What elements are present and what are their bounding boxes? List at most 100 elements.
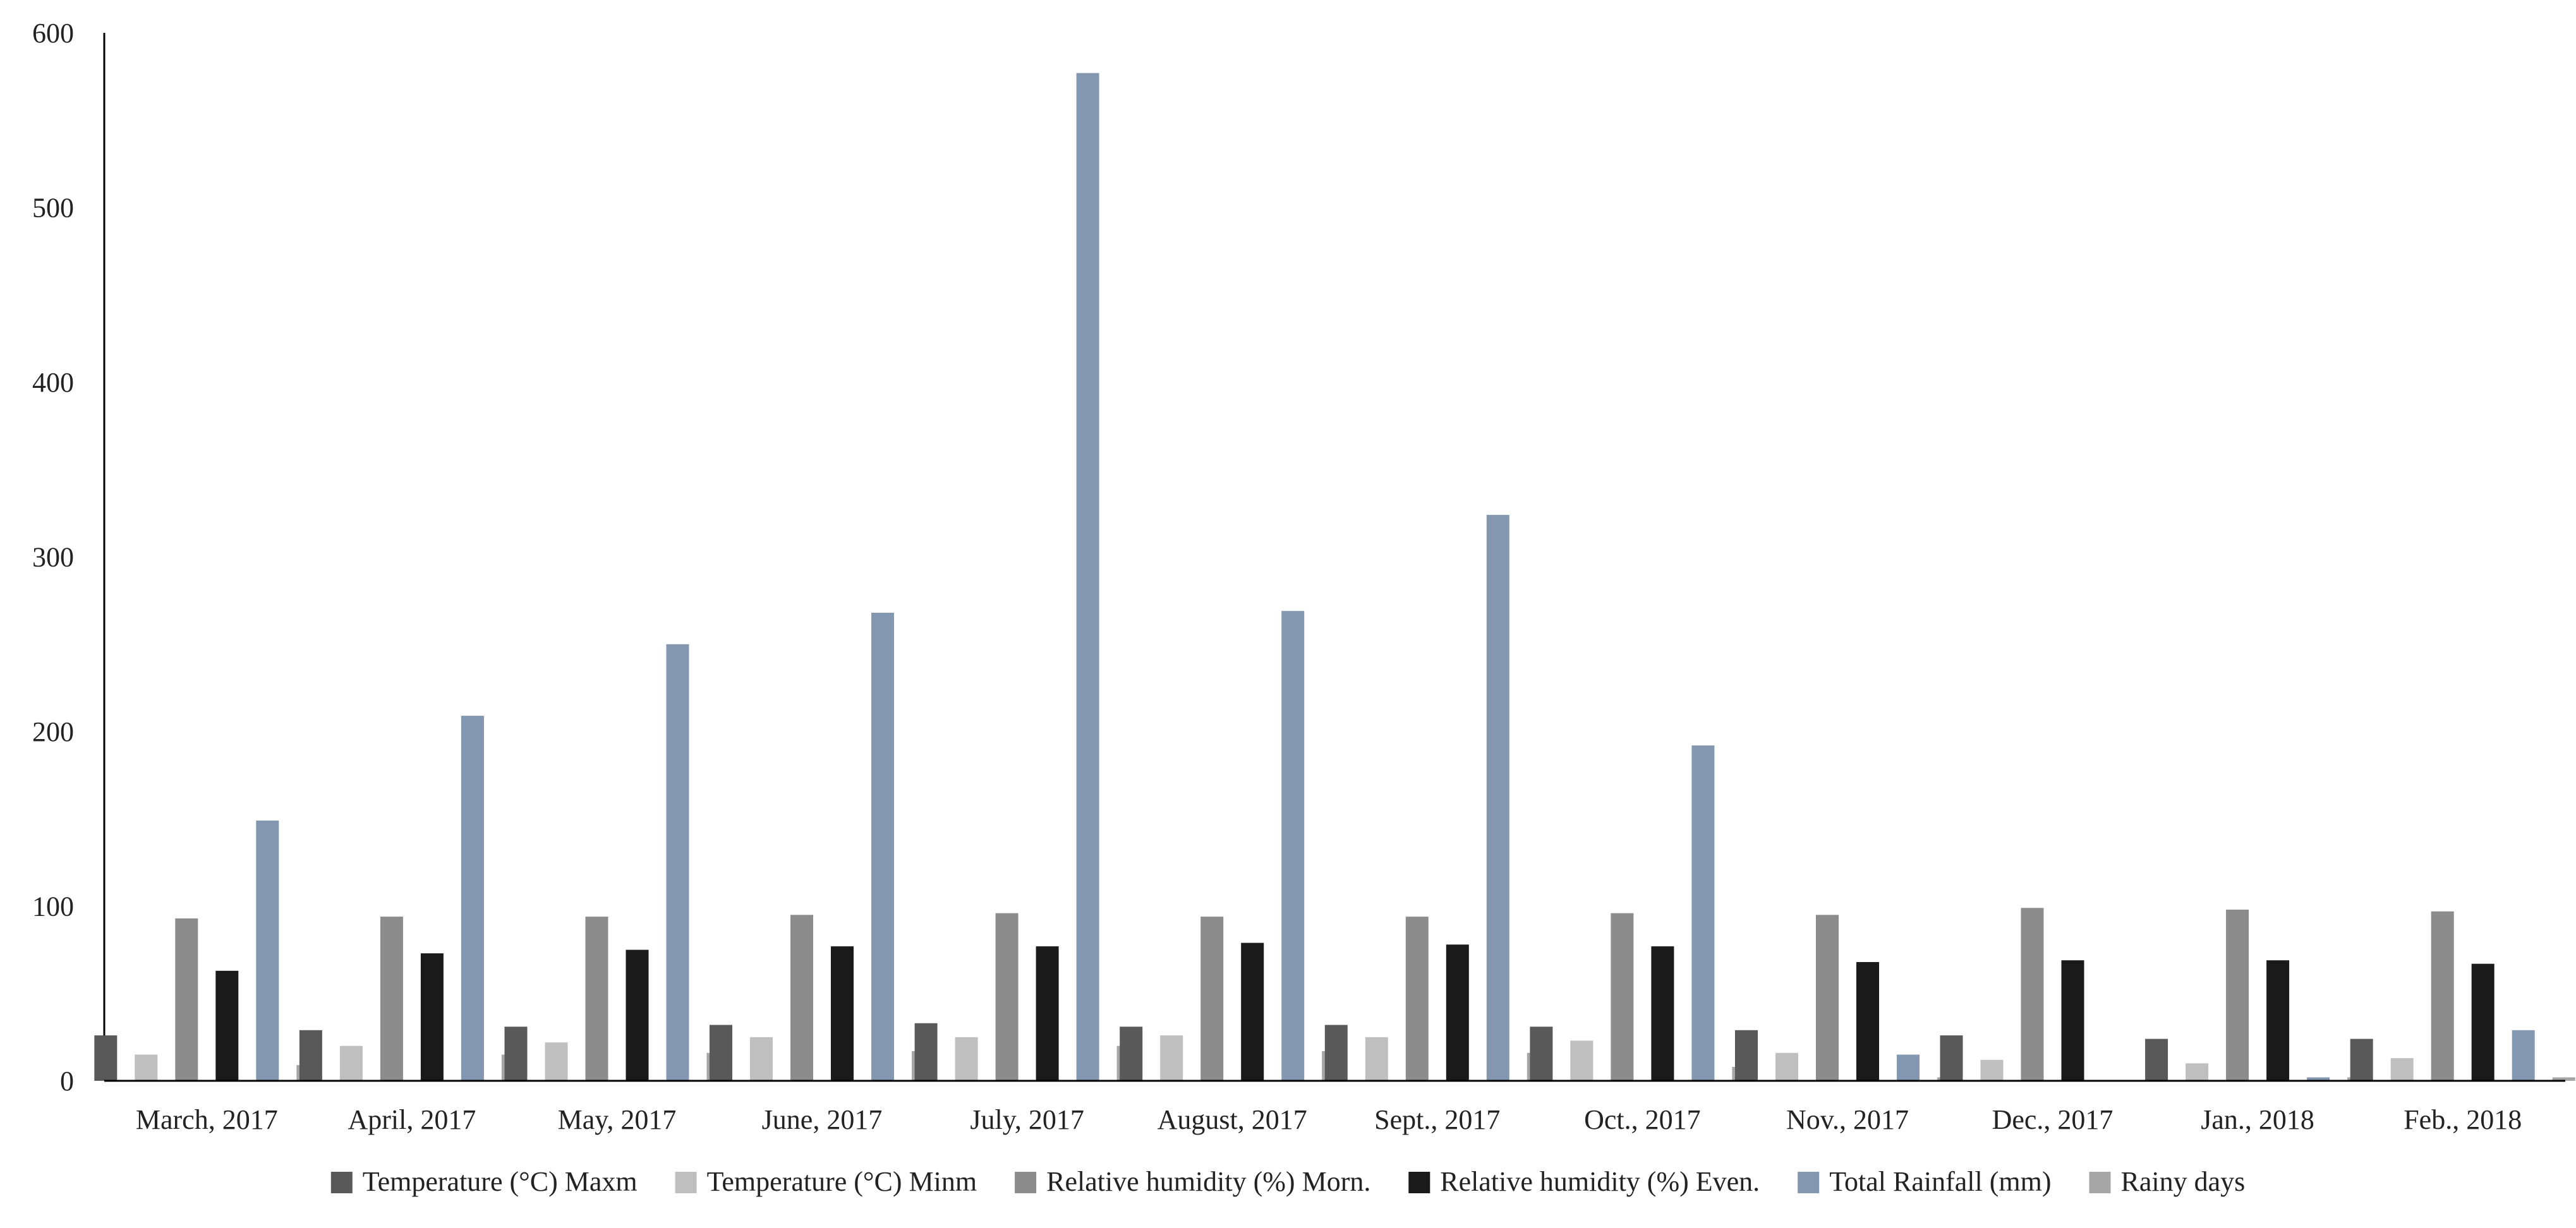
bar-series-4-cat-5 (1281, 611, 1305, 1081)
y-tick-label: 500 (32, 193, 74, 224)
bar-series-0-cat-2 (504, 1026, 528, 1081)
bar-series-2-cat-0 (175, 918, 198, 1081)
bar-series-3-cat-1 (420, 953, 444, 1081)
bar-series-4-cat-8 (1897, 1054, 1920, 1081)
bar-series-4-cat-4 (1076, 73, 1099, 1081)
y-tick-label: 400 (32, 367, 74, 398)
legend-label: Rainy days (2121, 1166, 2246, 1197)
bar-series-1-cat-10 (2186, 1063, 2209, 1081)
bar-series-1-cat-1 (339, 1045, 363, 1081)
bar-series-4-cat-10 (2307, 1077, 2330, 1081)
bar-series-1-cat-9 (1980, 1059, 2004, 1081)
bar-series-3-cat-9 (2061, 960, 2084, 1081)
legend-item: Rainy days (2089, 1166, 2246, 1197)
bar-series-3-cat-8 (1856, 962, 1879, 1081)
bar-series-2-cat-3 (790, 915, 813, 1081)
y-tick-label: 0 (60, 1066, 74, 1097)
legend: Temperature (°C) Maxm Temperature (°C) Mi… (330, 1166, 2246, 1197)
bar-series-0-cat-8 (1735, 1030, 1758, 1081)
x-category-label: Oct., 2017 (1584, 1104, 1701, 1135)
x-category-label: March, 2017 (136, 1104, 278, 1135)
legend-swatch (1798, 1172, 1820, 1193)
legend-item: Temperature (°C) Maxm (330, 1166, 638, 1197)
bar-series-1-cat-5 (1160, 1035, 1183, 1081)
x-category-label: Nov., 2017 (1786, 1104, 1909, 1135)
bar-series-3-cat-7 (1651, 946, 1674, 1081)
bar-series-4-cat-1 (461, 716, 484, 1081)
bar-series-3-cat-10 (2266, 960, 2290, 1081)
bar-series-3-cat-5 (1241, 942, 1264, 1081)
bars (94, 73, 2575, 1081)
bar-series-1-cat-0 (135, 1054, 158, 1081)
legend-item: Total Rainfall (mm) (1798, 1166, 2051, 1197)
y-tick-label: 600 (32, 18, 74, 49)
x-category-label: April, 2017 (348, 1104, 476, 1135)
bar-series-3-cat-2 (626, 949, 649, 1081)
x-category-label: August, 2017 (1158, 1104, 1307, 1135)
bar-series-1-cat-2 (545, 1042, 568, 1081)
bar-series-0-cat-4 (914, 1023, 938, 1081)
bar-series-2-cat-4 (995, 913, 1019, 1081)
bar-series-2-cat-5 (1200, 917, 1224, 1081)
bar-series-0-cat-5 (1120, 1026, 1143, 1081)
bar-series-0-cat-1 (299, 1030, 322, 1081)
legend-item: Temperature (°C) Minm (675, 1166, 977, 1197)
legend-label: Relative humidity (%) Morn. (1046, 1166, 1370, 1197)
bar-series-2-cat-11 (2431, 911, 2454, 1081)
bar-series-0-cat-9 (1940, 1035, 1963, 1081)
legend-swatch (2089, 1172, 2111, 1193)
bar-series-0-cat-7 (1530, 1026, 1553, 1081)
bar-series-5-cat-11 (2552, 1077, 2575, 1081)
bar-series-1-cat-3 (750, 1037, 773, 1081)
x-axis: March, 2017 April, 2017 May, 2017 June, 201… (104, 1080, 2565, 1135)
bar-series-2-cat-10 (2226, 910, 2249, 1081)
bar-series-4-cat-2 (666, 644, 689, 1081)
legend-item: Relative humidity (%) Even. (1408, 1166, 1760, 1197)
legend-swatch (1408, 1172, 1430, 1193)
y-tick-label: 100 (32, 891, 74, 922)
x-category-label: May, 2017 (558, 1104, 677, 1135)
bar-series-2-cat-6 (1405, 917, 1429, 1081)
bar-series-2-cat-9 (2021, 908, 2044, 1081)
bar-series-2-cat-7 (1611, 913, 1634, 1081)
bar-series-3-cat-3 (831, 946, 854, 1081)
bar-series-4-cat-11 (2512, 1030, 2535, 1081)
x-category-label: July, 2017 (970, 1104, 1084, 1135)
y-tick-label: 200 (32, 716, 74, 747)
legend-label: Relative humidity (%) Even. (1440, 1166, 1760, 1197)
bar-series-1-cat-8 (1775, 1052, 1798, 1081)
bar-series-1-cat-11 (2390, 1058, 2414, 1081)
bar-series-3-cat-4 (1036, 946, 1059, 1081)
y-axis: 0 100 200 300 400 500 600 (32, 18, 106, 1097)
bar-series-3-cat-11 (2471, 963, 2494, 1081)
bar-series-4-cat-7 (1691, 745, 1715, 1081)
bar-series-0-cat-0 (94, 1035, 118, 1081)
bar-series-3-cat-0 (215, 970, 239, 1081)
bar-series-1-cat-6 (1365, 1037, 1388, 1081)
legend-item: Relative humidity (%) Morn. (1015, 1166, 1370, 1197)
legend-label: Temperature (°C) Minm (707, 1166, 977, 1197)
bar-series-2-cat-2 (585, 917, 608, 1081)
bar-series-4-cat-3 (871, 613, 894, 1081)
x-category-label: June, 2017 (762, 1104, 883, 1135)
legend-label: Total Rainfall (mm) (1829, 1166, 2051, 1197)
bar-series-0-cat-6 (1324, 1025, 1348, 1081)
x-category-label: Jan., 2018 (2201, 1104, 2314, 1135)
bar-series-4-cat-0 (256, 821, 279, 1081)
bar-series-4-cat-6 (1486, 515, 1509, 1081)
bar-series-2-cat-1 (380, 917, 403, 1081)
bar-series-1-cat-4 (955, 1037, 978, 1081)
bar-series-0-cat-10 (2145, 1038, 2168, 1081)
bar-series-2-cat-8 (1816, 915, 1839, 1081)
x-category-label: Dec., 2017 (1992, 1104, 2113, 1135)
y-tick-label: 300 (32, 542, 74, 573)
legend-label: Temperature (°C) Maxm (363, 1166, 638, 1197)
legend-swatch (330, 1172, 353, 1193)
x-category-label: Feb., 2018 (2404, 1104, 2522, 1135)
bar-series-3-cat-6 (1446, 944, 1469, 1081)
legend-swatch (675, 1172, 697, 1193)
legend-swatch (1015, 1172, 1037, 1193)
bar-series-1-cat-7 (1570, 1040, 1593, 1081)
